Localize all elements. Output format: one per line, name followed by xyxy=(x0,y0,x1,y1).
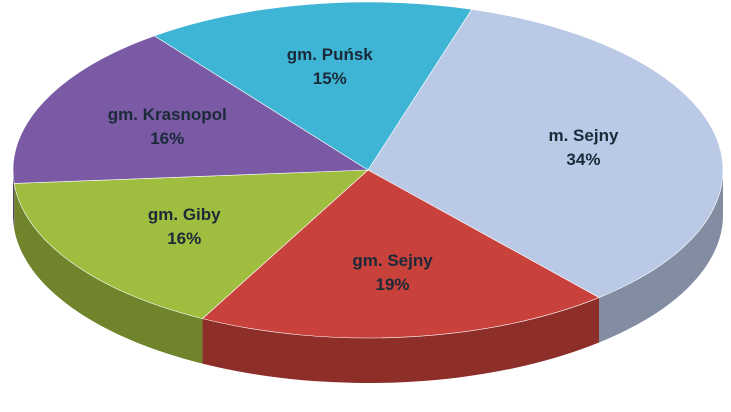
pie-side xyxy=(599,170,723,343)
slice-value: 34% xyxy=(566,150,600,169)
slice-value: 15% xyxy=(313,69,347,88)
pie-slice xyxy=(12,35,369,184)
slice-label: gm. Giby xyxy=(148,205,221,224)
pie-side xyxy=(13,170,15,229)
pie-side xyxy=(202,297,600,383)
pie-side xyxy=(14,183,203,364)
slice-value: 16% xyxy=(150,129,184,148)
pie-slice xyxy=(367,9,724,298)
slice-label: gm. Sejny xyxy=(352,251,433,270)
pie-slice xyxy=(13,169,369,319)
pie-slice xyxy=(153,1,473,171)
slice-label: gm. Puńsk xyxy=(287,45,374,64)
slice-label: gm. Krasnopol xyxy=(108,105,227,124)
slice-label: m. Sejny xyxy=(548,126,618,145)
slice-value: 16% xyxy=(167,229,201,248)
slice-value: 19% xyxy=(376,275,410,294)
pie-slice xyxy=(201,169,600,339)
